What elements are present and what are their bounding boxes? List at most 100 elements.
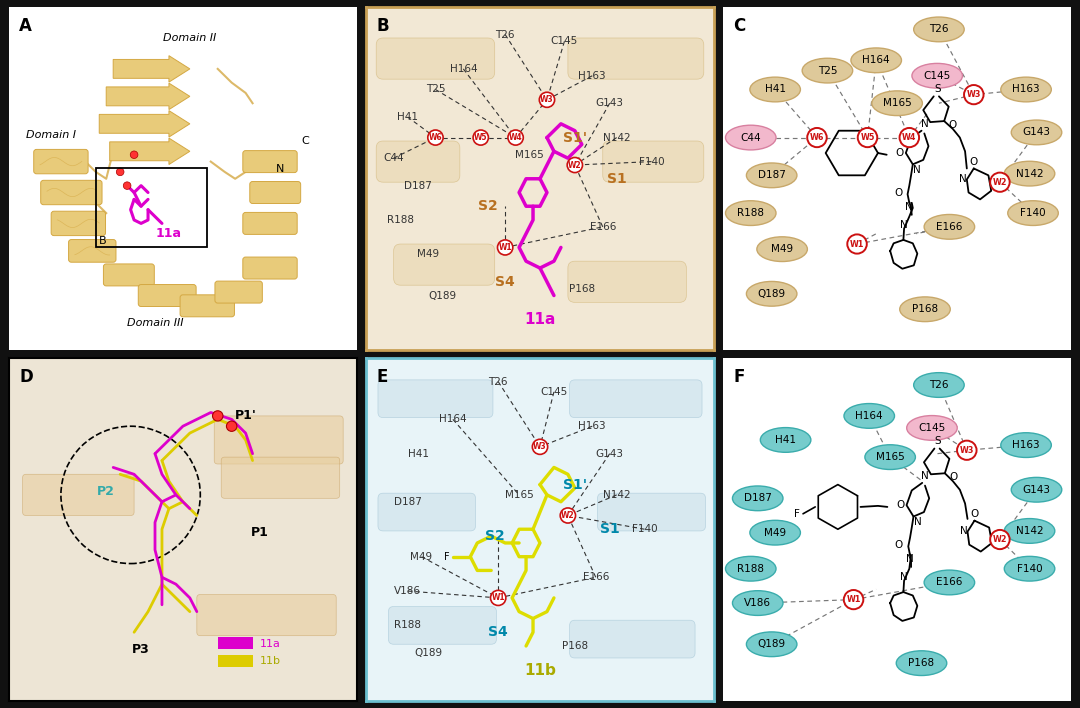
Circle shape bbox=[900, 128, 919, 147]
Text: Q189: Q189 bbox=[757, 289, 786, 299]
Text: O: O bbox=[970, 157, 977, 167]
Text: P1': P1' bbox=[234, 409, 257, 423]
Circle shape bbox=[532, 439, 548, 455]
Text: D187: D187 bbox=[393, 497, 421, 507]
Text: W1: W1 bbox=[498, 243, 512, 252]
Ellipse shape bbox=[865, 445, 916, 469]
Text: O: O bbox=[896, 500, 905, 510]
Ellipse shape bbox=[746, 163, 797, 188]
Text: F140: F140 bbox=[1016, 564, 1042, 573]
Text: S1': S1' bbox=[563, 478, 586, 491]
Text: H164: H164 bbox=[449, 64, 477, 74]
Ellipse shape bbox=[726, 556, 777, 581]
Text: E166: E166 bbox=[590, 222, 616, 232]
Bar bbox=[96, 169, 207, 248]
Text: P168: P168 bbox=[569, 284, 595, 294]
FancyBboxPatch shape bbox=[389, 607, 497, 644]
Text: W2: W2 bbox=[562, 511, 575, 520]
Text: W3: W3 bbox=[534, 442, 546, 451]
Text: T25: T25 bbox=[818, 66, 837, 76]
Ellipse shape bbox=[726, 201, 777, 225]
Circle shape bbox=[428, 130, 443, 145]
Text: W1: W1 bbox=[491, 593, 505, 603]
FancyBboxPatch shape bbox=[393, 244, 495, 285]
Text: M165: M165 bbox=[882, 98, 912, 108]
Text: 11a: 11a bbox=[259, 639, 281, 649]
Text: 11a: 11a bbox=[156, 227, 181, 240]
Text: N142: N142 bbox=[1015, 169, 1043, 178]
Text: R188: R188 bbox=[394, 620, 421, 630]
Circle shape bbox=[123, 182, 131, 190]
Text: S1': S1' bbox=[563, 130, 586, 144]
Ellipse shape bbox=[907, 416, 957, 440]
Text: W6: W6 bbox=[429, 133, 443, 142]
Ellipse shape bbox=[1011, 120, 1062, 144]
Text: B: B bbox=[376, 18, 389, 35]
FancyBboxPatch shape bbox=[568, 38, 704, 79]
FancyBboxPatch shape bbox=[180, 295, 234, 316]
Text: C145: C145 bbox=[551, 36, 578, 47]
Text: H41: H41 bbox=[775, 435, 796, 445]
Ellipse shape bbox=[732, 486, 783, 510]
Ellipse shape bbox=[1001, 77, 1051, 102]
Text: Domain III: Domain III bbox=[126, 319, 184, 329]
Text: R188: R188 bbox=[387, 215, 414, 225]
Text: M49: M49 bbox=[410, 552, 433, 561]
Text: F: F bbox=[794, 509, 799, 519]
Text: S2: S2 bbox=[477, 199, 498, 213]
Text: E166: E166 bbox=[582, 572, 609, 582]
Text: M165: M165 bbox=[504, 490, 534, 500]
Text: W1: W1 bbox=[850, 239, 864, 249]
Text: W6: W6 bbox=[810, 133, 824, 142]
Text: Domain I: Domain I bbox=[26, 130, 76, 139]
Text: N142: N142 bbox=[603, 132, 631, 142]
Circle shape bbox=[990, 530, 1010, 549]
Text: S4: S4 bbox=[496, 275, 515, 289]
Text: Q189: Q189 bbox=[757, 639, 786, 649]
Text: O: O bbox=[895, 539, 903, 549]
FancyBboxPatch shape bbox=[569, 380, 702, 418]
FancyBboxPatch shape bbox=[104, 264, 154, 286]
Text: N: N bbox=[960, 526, 968, 536]
Text: M49: M49 bbox=[764, 527, 786, 537]
Ellipse shape bbox=[912, 64, 962, 88]
Text: 11a: 11a bbox=[524, 312, 556, 327]
Circle shape bbox=[567, 157, 582, 173]
Circle shape bbox=[117, 168, 124, 176]
FancyBboxPatch shape bbox=[197, 595, 336, 636]
FancyArrow shape bbox=[99, 110, 190, 137]
Ellipse shape bbox=[750, 77, 800, 102]
Text: C145: C145 bbox=[540, 387, 568, 397]
Text: E166: E166 bbox=[936, 222, 962, 232]
Text: W3: W3 bbox=[967, 90, 981, 99]
Ellipse shape bbox=[802, 58, 853, 83]
Text: Domain II: Domain II bbox=[163, 33, 216, 43]
FancyBboxPatch shape bbox=[68, 239, 116, 262]
Text: C44: C44 bbox=[383, 153, 404, 163]
Text: R188: R188 bbox=[738, 564, 765, 573]
Text: O: O bbox=[895, 148, 904, 158]
Circle shape bbox=[957, 440, 976, 460]
Text: N: N bbox=[905, 202, 914, 212]
Text: C145: C145 bbox=[923, 71, 950, 81]
Ellipse shape bbox=[900, 297, 950, 321]
Text: O: O bbox=[970, 509, 978, 519]
Ellipse shape bbox=[1004, 161, 1055, 186]
Text: S: S bbox=[934, 84, 941, 93]
Text: M165: M165 bbox=[876, 452, 905, 462]
Text: 11b: 11b bbox=[524, 663, 556, 678]
Bar bbox=[218, 637, 253, 649]
Text: T26: T26 bbox=[488, 377, 508, 387]
Text: N142: N142 bbox=[603, 490, 631, 500]
Ellipse shape bbox=[1008, 201, 1058, 225]
Text: W2: W2 bbox=[568, 161, 582, 169]
Text: A: A bbox=[19, 18, 32, 35]
Text: D187: D187 bbox=[744, 493, 772, 503]
FancyBboxPatch shape bbox=[249, 181, 300, 203]
Text: Q189: Q189 bbox=[415, 648, 443, 658]
Text: P3: P3 bbox=[132, 643, 150, 656]
Ellipse shape bbox=[914, 17, 964, 42]
Text: D187: D187 bbox=[758, 171, 785, 181]
Text: C145: C145 bbox=[918, 423, 946, 433]
Ellipse shape bbox=[746, 282, 797, 306]
